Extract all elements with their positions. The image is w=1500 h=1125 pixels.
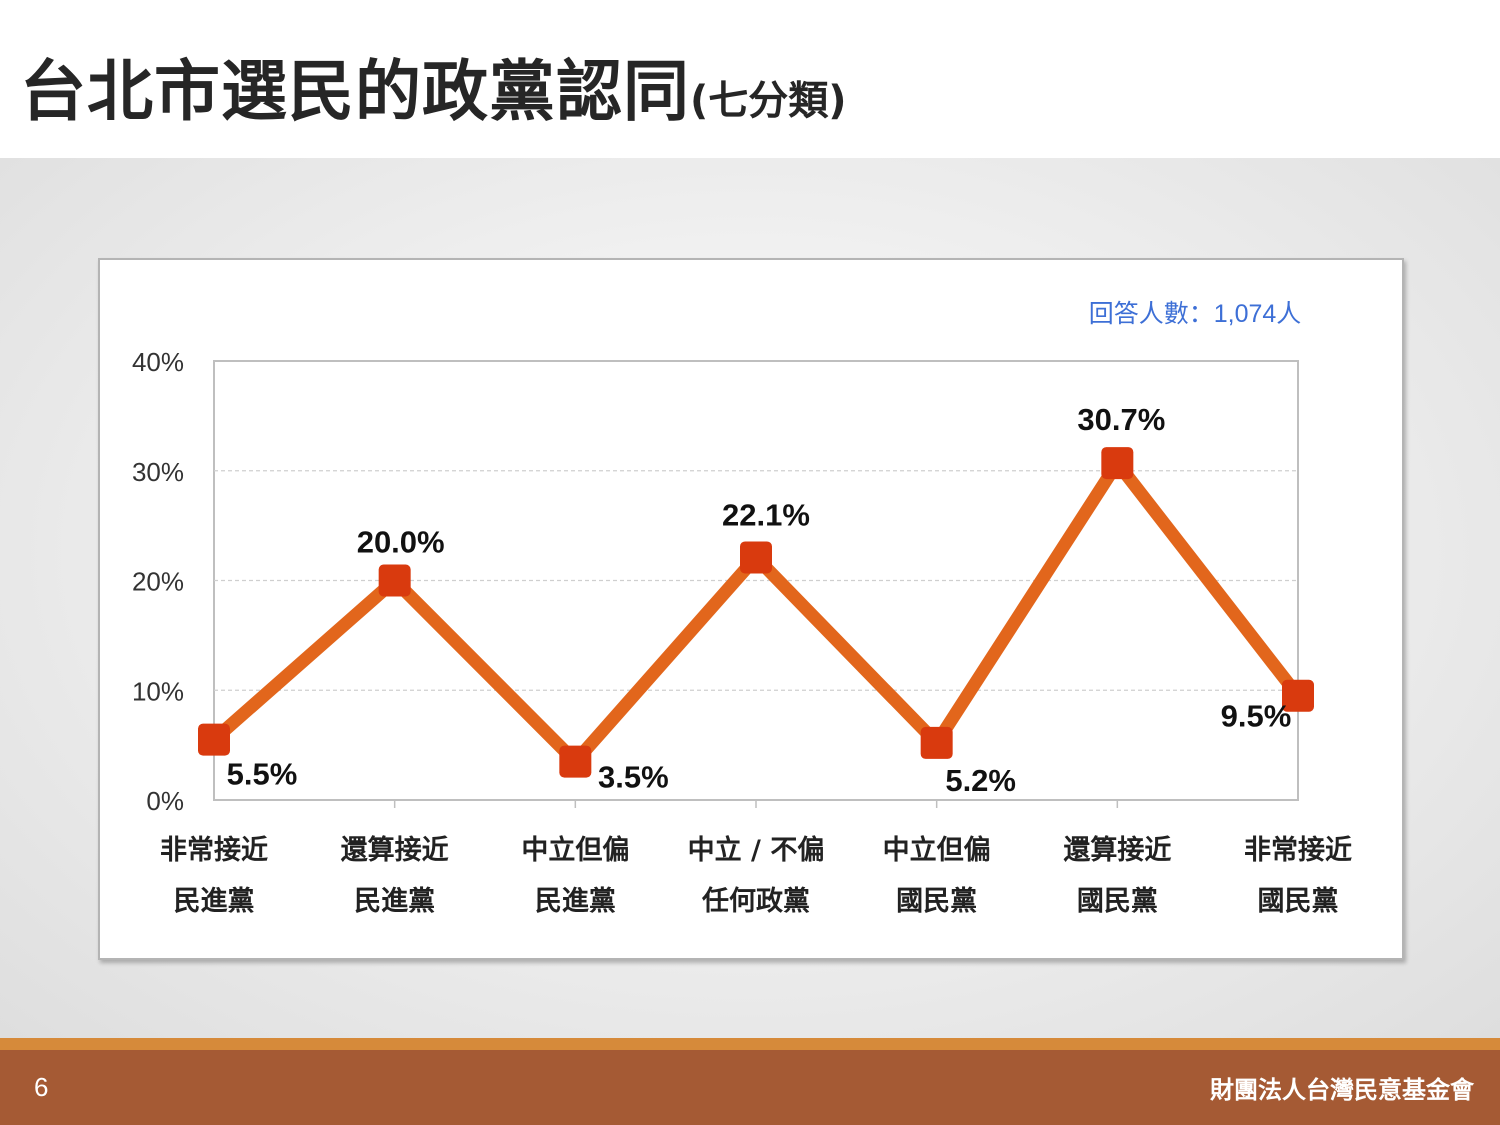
x-category-label: 中立 / 不偏 (688, 834, 825, 866)
data-label: 5.5% (227, 757, 298, 792)
organization-name: 財團法人台灣民意基金會 (1210, 1076, 1474, 1104)
x-category-label: 國民黨 (896, 886, 977, 917)
title-bar (0, 0, 1500, 158)
data-label: 9.5% (1221, 699, 1292, 734)
x-category-label: 中立但偏 (883, 834, 991, 866)
x-category-label: 中立但偏 (521, 834, 629, 866)
y-tick-label: 10% (132, 676, 184, 706)
x-category-label: 國民黨 (1258, 886, 1339, 917)
page-number: 6 (34, 1072, 49, 1102)
data-label: 20.0% (357, 525, 445, 560)
x-category-label: 民進黨 (535, 886, 616, 917)
data-label: 22.1% (722, 497, 810, 532)
data-point-marker (559, 745, 592, 778)
data-point-marker (1282, 679, 1314, 712)
title-subtitle: (七分類) (690, 78, 847, 124)
x-category-label: 民進黨 (174, 886, 255, 917)
y-tick-label: 30% (132, 457, 184, 487)
x-category-label: 非常接近 (1244, 835, 1352, 866)
data-label: 5.2% (945, 763, 1016, 798)
x-category-label: 國民黨 (1077, 886, 1158, 917)
x-category-label: 民進黨 (354, 886, 435, 917)
data-point-marker (378, 564, 411, 597)
data-point-marker (1101, 447, 1134, 480)
data-label: 3.5% (598, 760, 669, 795)
x-category-label: 任何政黨 (701, 886, 810, 917)
page-title: 台北市選民的政黨認同(七分類) (20, 38, 847, 134)
y-tick-label: 0% (146, 786, 184, 816)
data-point-marker (198, 723, 230, 756)
x-category-label: 非常接近 (160, 835, 268, 866)
title-main: 台北市選民的政黨認同 (20, 53, 690, 130)
data-label: 30.7% (1077, 402, 1165, 437)
respondent-count-note: 回答人數：1,074人 (1089, 300, 1302, 328)
footer-bar (0, 1050, 1500, 1125)
x-category-label: 還算接近 (1063, 834, 1171, 866)
x-category-label: 還算接近 (341, 834, 449, 866)
y-tick-label: 20% (132, 567, 184, 597)
chart-panel (98, 258, 1404, 960)
y-tick-label: 40% (132, 347, 184, 377)
data-point-marker (740, 541, 772, 574)
footer-accent-line (0, 1038, 1500, 1050)
data-point-marker (920, 726, 953, 759)
